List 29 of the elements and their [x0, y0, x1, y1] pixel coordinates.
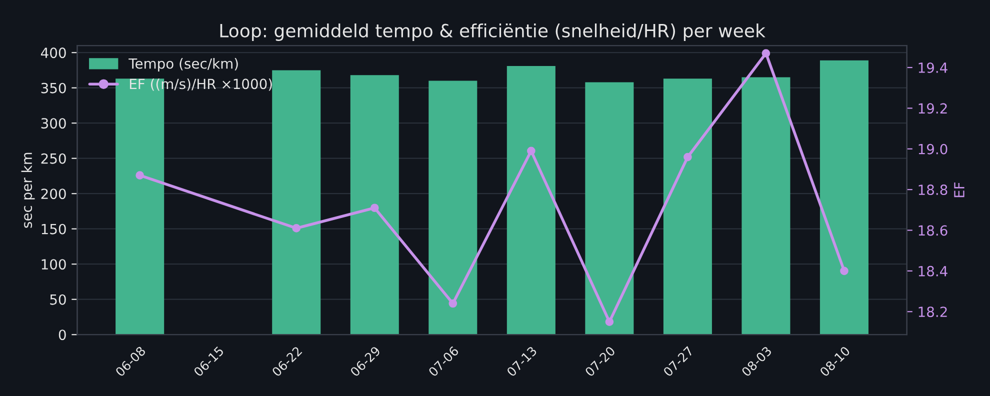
point: [136, 171, 144, 180]
y2-tick-label: 18.2: [918, 306, 947, 318]
chart-title: Loop: gemiddeld tempo & efficiëntie (snelheid/HR) per week: [220, 23, 766, 41]
y-tick-label: 50: [50, 294, 66, 305]
y-tick-label: 300: [41, 118, 66, 129]
point: [840, 266, 848, 276]
y2-tick-label: 18.4: [918, 266, 948, 276]
y2-tick-label: 19.4: [918, 62, 948, 73]
y2-tick-label: 18.6: [918, 225, 948, 236]
y-tick-label: 400: [40, 48, 66, 58]
y-axis-title: sec per km: [21, 152, 35, 228]
y-tick-label: 350: [41, 82, 66, 94]
y2-tick-label: 18.8: [918, 184, 948, 196]
point: [605, 318, 614, 326]
point: [684, 152, 692, 162]
y-tick-label: 250: [41, 153, 66, 164]
point: [370, 204, 379, 212]
y2-axis-title: EF: [954, 182, 964, 198]
y-tick-label: 150: [42, 224, 66, 234]
y2-tick-label: 19.2: [918, 103, 947, 114]
y-tick-label: 100: [42, 259, 66, 270]
point: [448, 299, 458, 308]
y-tick-label: 200: [41, 188, 66, 200]
point: [526, 146, 536, 156]
point: [292, 224, 301, 232]
legend-label: Tempo (sec/km): [128, 58, 238, 72]
y2-tick-label: 19.0: [918, 144, 948, 154]
point: [762, 49, 770, 58]
y-tick-label: 0: [58, 330, 66, 340]
